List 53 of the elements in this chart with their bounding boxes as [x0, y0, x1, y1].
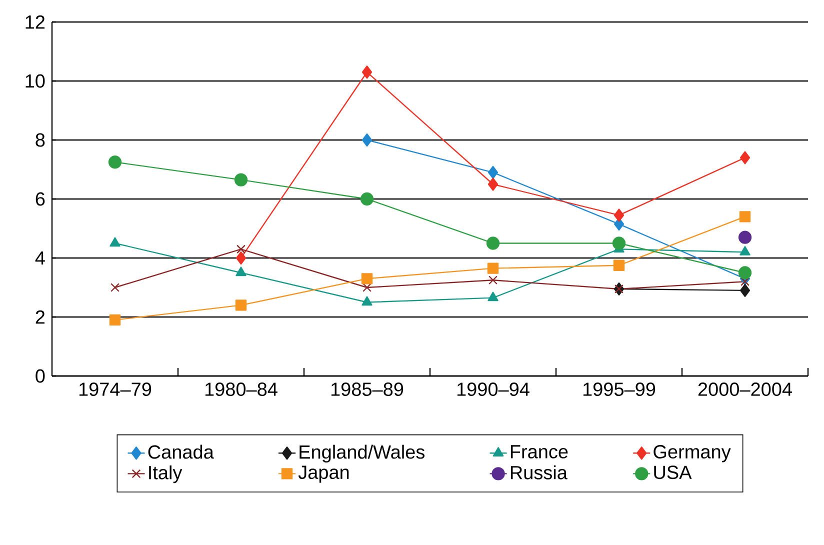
point — [234, 173, 248, 186]
point — [109, 314, 121, 326]
point — [486, 236, 500, 250]
x-tick-label: 1974–79 — [79, 382, 152, 396]
x-tick-label: 1990–94 — [457, 382, 530, 396]
point — [488, 276, 498, 285]
legend-label: Russia — [510, 465, 568, 480]
point — [236, 244, 246, 254]
point — [110, 283, 120, 292]
point — [740, 277, 750, 286]
point — [236, 266, 246, 276]
point — [487, 262, 499, 274]
point — [488, 292, 498, 302]
legend-label: England/Wales — [300, 444, 424, 463]
x-tick-label: 1995–99 — [583, 382, 656, 396]
point — [488, 178, 498, 191]
legend-label: Germany — [654, 445, 731, 462]
point — [235, 300, 247, 311]
y-tick-label: 10 — [26, 74, 45, 88]
point — [488, 166, 498, 180]
point — [738, 266, 752, 280]
point — [614, 284, 624, 294]
y-tick-label: 4 — [35, 251, 45, 265]
x-tick-label: 2000–2004 — [698, 382, 792, 396]
point — [362, 283, 372, 292]
x-tick-label: 1980–84 — [205, 382, 278, 396]
point — [740, 284, 750, 298]
point — [236, 251, 246, 265]
legend-label: France — [510, 445, 568, 458]
legend-label: Canada — [148, 444, 214, 459]
y-tick-label: 2 — [36, 310, 45, 324]
point — [110, 237, 120, 247]
point — [614, 208, 624, 222]
point — [361, 273, 373, 284]
legend-label: Italy — [149, 465, 182, 484]
y-tick-label: 12 — [26, 15, 45, 29]
point — [612, 236, 626, 250]
point — [613, 260, 625, 271]
x-tick-label: 1985–89 — [331, 382, 404, 396]
point — [362, 296, 372, 306]
legend-label: USA — [654, 466, 692, 480]
point — [362, 133, 372, 147]
legend-label: Japan — [298, 466, 349, 483]
y-tick-label: 6 — [36, 192, 45, 206]
point — [740, 151, 750, 164]
y-tick-label: 8 — [36, 133, 45, 147]
point — [740, 246, 750, 256]
y-tick-label: 0 — [36, 369, 45, 383]
point — [360, 192, 374, 206]
point — [108, 156, 122, 169]
point — [739, 211, 751, 222]
point — [738, 230, 752, 244]
point — [362, 66, 372, 79]
